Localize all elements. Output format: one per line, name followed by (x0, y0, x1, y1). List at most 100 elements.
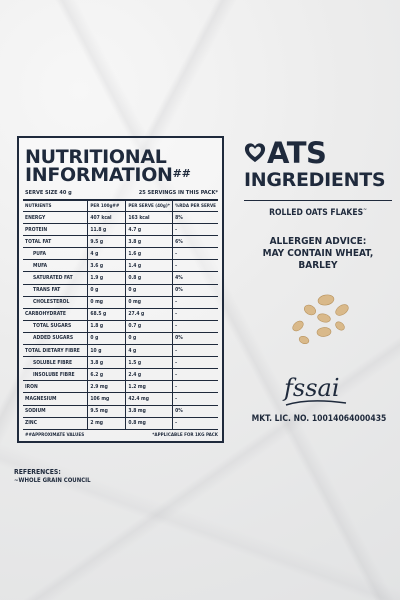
value-rda: - (172, 368, 218, 382)
value-per-serve: 1.6 g (125, 247, 174, 261)
heart-o-icon (244, 143, 266, 163)
license-number: MKT. LIC. NO. 10014064000435 (251, 414, 387, 424)
value-per-100g: 407 kcal (87, 210, 127, 225)
serve-size: SERVE SIZE 40 g (25, 190, 72, 196)
oat-flakes-image (292, 294, 349, 345)
nutrition-row: MUFA 3.6 g 1.4 g- (23, 259, 218, 273)
value-per-100g: 106 mg (87, 392, 127, 406)
value-per-serve: 3.8 g (125, 235, 174, 249)
value-per-100g: 9.5 g (87, 235, 127, 249)
value-rda: 4% (172, 271, 218, 285)
col-rda: %RDA PER SERVE (172, 200, 218, 212)
nutrition-row: INSOLUBE FIBRE 6.2 g 2.4 g- (23, 368, 218, 382)
nutrient-name: INSOLUBE FIBRE (23, 368, 89, 382)
value-rda: - (172, 380, 218, 394)
value-rda: - (172, 223, 218, 237)
servings-count: 25 SERVINGS IN THIS PACK* (138, 190, 218, 196)
value-rda: 6% (172, 235, 218, 249)
footnote-approx: ##APPROXIMATE VALUES (25, 432, 85, 438)
value-per-100g: 2 mg (87, 416, 127, 430)
value-rda: 0% (172, 404, 218, 418)
nutrition-rows: ENERGY 407 kcal 163 kcal 8% PROTEIN 11.8 g 4.7… (23, 210, 218, 430)
value-per-100g: 3.6 g (87, 259, 127, 273)
ingredients-list: ROLLED OATS FLAKES~ (244, 207, 392, 218)
value-per-100g: 0 g (87, 331, 127, 346)
serve-info: SERVE SIZE 40 g 25 SERVINGS IN THIS PACK… (23, 188, 218, 200)
fssai-swoosh-icon (285, 400, 347, 406)
value-rda: - (172, 356, 218, 370)
nutrient-name: TOTAL SUGARS (23, 319, 89, 333)
value-rda: - (172, 319, 218, 333)
nutrition-panel: NUTRITIONAL INFORMATION## SERVE SIZE 40 … (17, 136, 224, 443)
value-rda: - (172, 344, 218, 358)
nutrition-row: PUFA 4 g 1.6 g- (23, 247, 218, 261)
value-per-serve: 1.2 mg (125, 380, 174, 394)
value-rda: - (172, 392, 218, 406)
nutrition-row: IRON 2.9 mg 1.2 mg - (23, 380, 218, 394)
nutrient-name: MAGNESIUM (23, 392, 89, 406)
allergen-line-2: MAY CONTAIN WHEAT, (262, 248, 374, 259)
nutrition-row: CARBOHYDRATE 68.5 g 27.4 g- (23, 307, 218, 321)
nutrition-row: CHOLESTEROL 0 mg 0 mg - (23, 295, 218, 309)
allergen-line-1: ALLERGEN ADVICE: (269, 236, 367, 247)
ingredients-divider (244, 200, 392, 201)
footnote-pack: *APPLICABLE FOR 1KG PACK (152, 432, 218, 438)
nutrient-name: CHOLESTEROL (23, 295, 89, 309)
ingredients-value: ROLLED OATS FLAKES (269, 207, 364, 218)
nutrient-name: ADDED SUGARS (23, 331, 89, 346)
nutrient-name: TOTAL FAT (23, 235, 89, 249)
nutrient-name: SOLUBLE FIBRE (23, 356, 89, 370)
brand-block: ATS INGREDIENTS (244, 136, 394, 191)
nutrient-name: SODIUM (23, 404, 89, 418)
value-per-100g: 1.8 g (87, 319, 127, 333)
nutrient-name: CARBOHYDRATE (23, 307, 89, 321)
nutrition-row: SOLUBLE FIBRE 3.8 g 1.5 g- (23, 356, 218, 370)
value-rda: 0% (172, 331, 218, 346)
nutrition-row: ZINC 2 mg 0.8 mg - (23, 416, 218, 430)
value-per-serve: 163 kcal (125, 210, 174, 225)
references: REFERENCES: ~WHOLE GRAIN COUNCIL (14, 468, 91, 485)
nutrition-row: SATURATED FAT 1.9 g 0.8 g 4% (23, 271, 218, 285)
nutrition-row: MAGNESIUM 106 mg 42.4 mg - (23, 392, 218, 406)
value-per-100g: 0 g (87, 283, 127, 297)
nutrient-name: TOTAL DIETARY FIBRE (23, 344, 89, 358)
nutrient-name: SATURATED FAT (23, 271, 89, 285)
value-per-serve: 4.7 g (125, 223, 174, 237)
references-source: ~WHOLE GRAIN COUNCIL (14, 476, 91, 484)
value-per-100g: 4 g (87, 247, 127, 261)
value-per-100g: 10 g (87, 344, 127, 358)
nutrition-header-row: NUTRIENTS PER 100g## PER SERVE (40g)* %R… (23, 200, 218, 212)
col-per-100g: PER 100g## (87, 200, 127, 212)
allergen-advice: ALLERGEN ADVICE: MAY CONTAIN WHEAT, BARL… (244, 236, 392, 272)
value-per-serve: 0.8 g (125, 271, 174, 285)
brand-logo-text: ATS (267, 136, 327, 170)
ingredients-sup: ~ (363, 207, 367, 213)
nutrition-title-line2: INFORMATION (25, 164, 173, 186)
value-per-serve: 0 g (125, 283, 174, 297)
fssai-logo-text: fssai (284, 374, 340, 402)
nutrient-name: PROTEIN (23, 223, 89, 237)
fssai-logo: fssai (284, 374, 354, 410)
value-per-100g: 2.9 mg (87, 380, 127, 394)
nutrient-name: MUFA (23, 259, 89, 273)
nutrition-footnotes: ##APPROXIMATE VALUES *APPLICABLE FOR 1KG… (23, 430, 218, 438)
nutrition-title: NUTRITIONAL INFORMATION## (25, 146, 218, 186)
value-per-serve: 27.4 g (125, 307, 174, 321)
value-rda: 0% (172, 283, 218, 297)
nutrient-name: ENERGY (23, 210, 89, 225)
value-per-serve: 1.4 g (125, 259, 174, 273)
value-per-serve: 0.7 g (125, 319, 174, 333)
nutrition-row: ENERGY 407 kcal 163 kcal 8% (23, 210, 218, 225)
nutrition-table: NUTRIENTS PER 100g## PER SERVE (40g)* %R… (23, 200, 218, 430)
nutrition-row: TOTAL SUGARS 1.8 g 0.7 g- (23, 319, 218, 333)
value-per-serve: 2.4 g (125, 368, 174, 382)
value-rda: - (172, 247, 218, 261)
value-per-100g: 11.8 g (87, 223, 127, 237)
nutrient-name: TRANS FAT (23, 283, 89, 297)
nutrition-title-line1: NUTRITIONAL (25, 146, 167, 168)
col-nutrients: NUTRIENTS (23, 200, 89, 212)
value-per-100g: 9.5 mg (87, 404, 127, 418)
nutrition-row: TOTAL FAT 9.5 g 3.8 g 6% (23, 235, 218, 249)
